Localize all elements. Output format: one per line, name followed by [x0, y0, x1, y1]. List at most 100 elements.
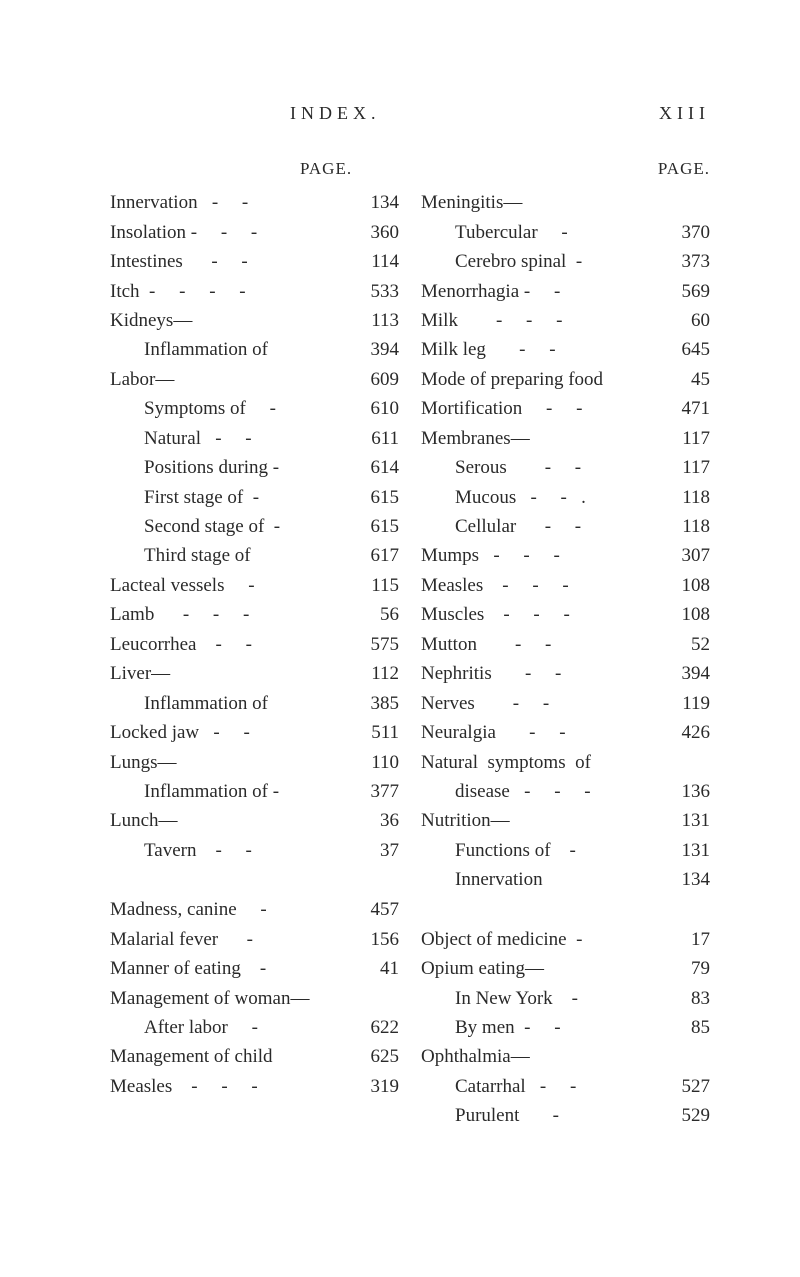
- index-entry: Inflammation of385: [110, 689, 399, 718]
- entry-page-number: 426: [660, 718, 710, 747]
- index-entry: First stage of - 615: [110, 483, 399, 512]
- index-entry: Locked jaw - -511: [110, 718, 399, 747]
- entry-label: Leucorrhea - -: [110, 630, 252, 659]
- entry-label: Lungs—: [110, 748, 177, 777]
- index-entry: Catarrhal - -527: [421, 1072, 710, 1101]
- page-label-left: PAGE.: [300, 156, 352, 182]
- index-entry: Manner of eating -41: [110, 954, 399, 983]
- entry-page-number: 37: [349, 836, 399, 865]
- entry-page-number: 615: [349, 483, 399, 512]
- page-label-row: PAGE. PAGE.: [110, 156, 710, 182]
- index-entry: Natural - -611: [110, 424, 399, 453]
- blank-line: [110, 865, 399, 895]
- entry-label: Innervation - -: [110, 188, 248, 217]
- entry-page-number: 394: [349, 335, 399, 364]
- entry-page-number: 136: [660, 777, 710, 806]
- entry-page-number: 112: [349, 659, 399, 688]
- entry-label: Malarial fever -: [110, 925, 253, 954]
- entry-label: Functions of -: [421, 836, 576, 865]
- index-entry: Tavern - - 37: [110, 836, 399, 865]
- header-row: INDEX. XIII: [110, 100, 710, 128]
- entry-page-number: 52: [660, 630, 710, 659]
- entry-page-number: 108: [660, 571, 710, 600]
- index-entry: Management of woman—: [110, 984, 399, 1013]
- index-entry: Nutrition— 131: [421, 806, 710, 835]
- index-entry: Muscles - - -108: [421, 600, 710, 629]
- index-entry: Malarial fever - 156: [110, 925, 399, 954]
- entry-label: Inflammation of -: [110, 777, 279, 806]
- entry-label: Opium eating—: [421, 954, 544, 983]
- entry-label: Mumps - - -: [421, 541, 560, 570]
- entry-label: Meningitis—: [421, 188, 522, 217]
- index-page: INDEX. XIII PAGE. PAGE. Innervation - - 1…: [0, 0, 800, 1211]
- entry-label: Lacteal vessels -: [110, 571, 255, 600]
- entry-label: Nutrition—: [421, 806, 510, 835]
- index-column-right: Meningitis—Tubercular -370Cerebro spinal…: [421, 188, 710, 1131]
- entry-label: Neuralgia - -: [421, 718, 566, 747]
- entry-label: Kidneys—: [110, 306, 192, 335]
- index-entry: By men - - 85: [421, 1013, 710, 1042]
- entry-label: Serous - -: [421, 453, 581, 482]
- index-entry: Mortification - -471: [421, 394, 710, 423]
- entry-label: Tavern - -: [110, 836, 252, 865]
- entry-label: Second stage of -: [110, 512, 280, 541]
- entry-page-number: 377: [349, 777, 399, 806]
- index-entry: Mucous - - .118: [421, 483, 710, 512]
- entry-label: Mucous - - .: [421, 483, 586, 512]
- entry-label: Milk - - -: [421, 306, 562, 335]
- index-entry: Functions of -131: [421, 836, 710, 865]
- entry-page-number: 115: [349, 571, 399, 600]
- entry-page-number: 360: [349, 218, 399, 247]
- entry-label: Mode of preparing food: [421, 365, 603, 394]
- entry-label: Purulent -: [421, 1101, 559, 1130]
- entry-page-number: 56: [349, 600, 399, 629]
- index-entry: Management of child625: [110, 1042, 399, 1071]
- entry-page-number: 113: [349, 306, 399, 335]
- entry-page-number: 527: [660, 1072, 710, 1101]
- entry-page-number: 614: [349, 453, 399, 482]
- index-entry: Serous - - 117: [421, 453, 710, 482]
- entry-page-number: 625: [349, 1042, 399, 1071]
- page-label-right: PAGE.: [658, 156, 710, 182]
- entry-label: Third stage of: [110, 541, 251, 570]
- entry-label: By men - -: [421, 1013, 561, 1042]
- entry-label: Management of woman—: [110, 984, 309, 1013]
- index-entry: Symptoms of -610: [110, 394, 399, 423]
- entry-page-number: 110: [349, 748, 399, 777]
- index-entry: Innervation134: [421, 865, 710, 894]
- entry-label: Lunch—: [110, 806, 178, 835]
- index-entry: Leucorrhea - -575: [110, 630, 399, 659]
- entry-page-number: 117: [660, 453, 710, 482]
- entry-label: disease - - -: [421, 777, 591, 806]
- index-entry: Lungs— 110: [110, 748, 399, 777]
- index-entry: Second stage of -615: [110, 512, 399, 541]
- entry-page-number: 134: [349, 188, 399, 217]
- header-title: INDEX.: [110, 100, 381, 128]
- entry-label: Cellular - -: [421, 512, 581, 541]
- entry-label: Natural - -: [110, 424, 252, 453]
- entry-page-number: 131: [660, 806, 710, 835]
- entry-label: Nephritis - -: [421, 659, 561, 688]
- index-entry: In New York -83: [421, 984, 710, 1013]
- entry-label: Ophthalmia—: [421, 1042, 530, 1071]
- entry-label: Labor—: [110, 365, 174, 394]
- index-entry: Cerebro spinal -373: [421, 247, 710, 276]
- entry-label: Menorrhagia - -: [421, 277, 560, 306]
- entry-page-number: 307: [660, 541, 710, 570]
- entry-label: Liver—: [110, 659, 170, 688]
- index-entry: Mode of preparing food45: [421, 365, 710, 394]
- entry-page-number: 79: [660, 954, 710, 983]
- entry-page-number: 60: [660, 306, 710, 335]
- entry-label: Insolation - - -: [110, 218, 257, 247]
- index-columns: Innervation - -134Insolation - - -360Int…: [110, 188, 710, 1131]
- entry-label: First stage of -: [110, 483, 259, 512]
- entry-page-number: 85: [660, 1013, 710, 1042]
- entry-label: Muscles - - -: [421, 600, 570, 629]
- entry-label: Milk leg - -: [421, 335, 556, 364]
- index-entry: Kidneys— 113: [110, 306, 399, 335]
- index-entry: Madness, canine -457: [110, 895, 399, 924]
- index-entry: Milk - - - 60: [421, 306, 710, 335]
- index-entry: Measles - - -108: [421, 571, 710, 600]
- entry-page-number: 156: [349, 925, 399, 954]
- entry-page-number: 609: [349, 365, 399, 394]
